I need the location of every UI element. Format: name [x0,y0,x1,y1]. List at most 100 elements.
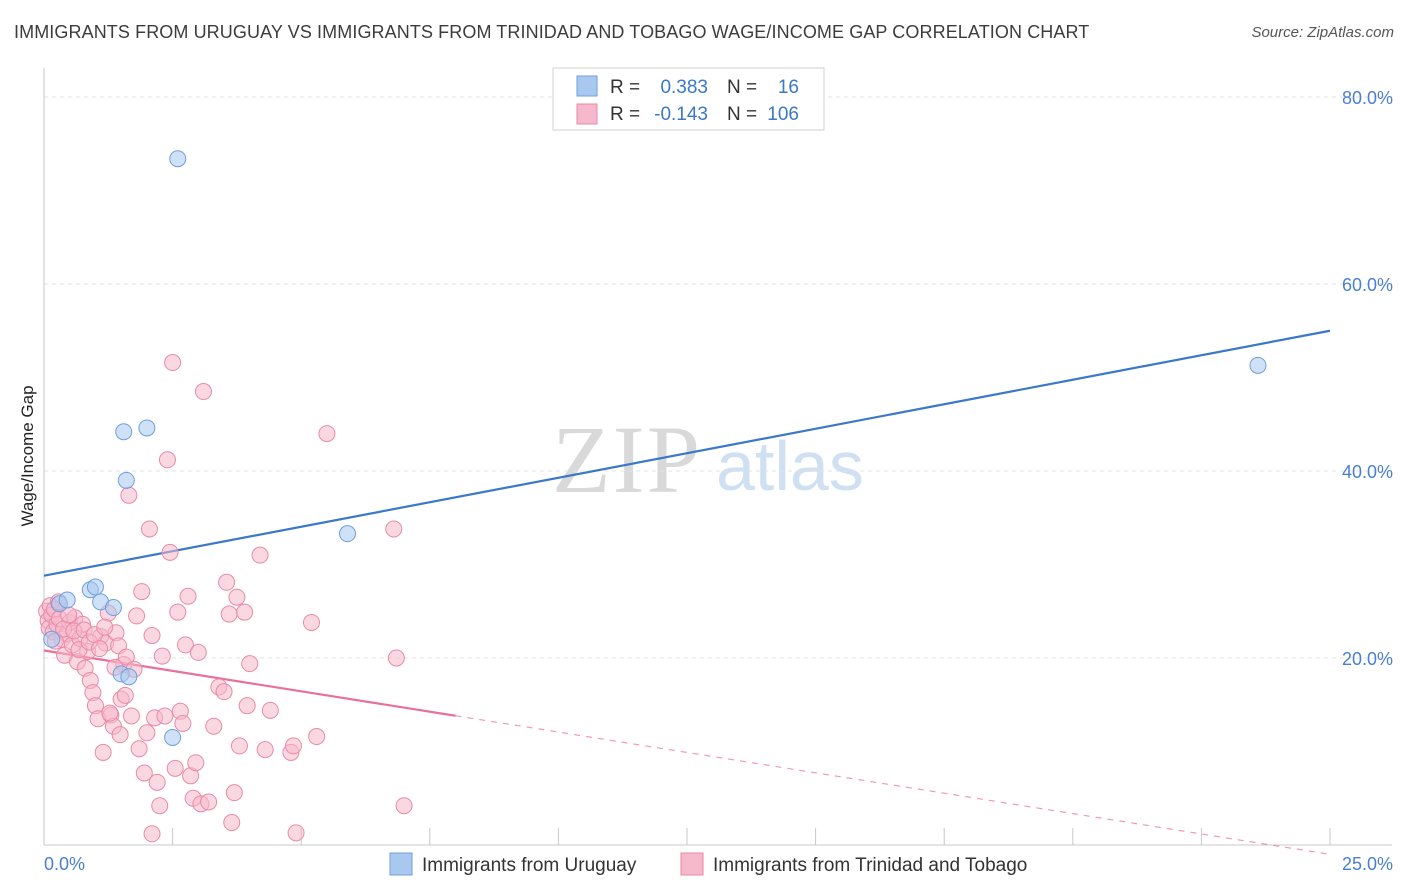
point-trinidad [218,573,236,591]
point-trinidad [153,647,171,665]
legend-label-uruguay: Immigrants from Uruguay [422,855,637,876]
stats-n-label-1: N = [727,77,757,98]
trend-line-0 [43,329,1331,577]
point-trinidad [122,707,140,725]
point-trinidad [179,587,197,605]
stats-n-label-2: N = [727,104,757,125]
point-trinidad [395,797,413,815]
data-points [38,150,1267,843]
stats-swatch-trinidad [576,103,598,125]
point-trinidad [318,425,336,443]
point-trinidad [228,588,246,606]
point-trinidad [230,737,248,755]
watermark-zip: ZIP [552,406,702,513]
point-trinidad [308,728,326,746]
point-trinidad [174,714,192,732]
point-trinidad [94,743,112,761]
point-trinidad [236,603,254,621]
legend-label-trinidad: Immigrants from Trinidad and Tobago [713,855,1027,876]
stats-swatch-uruguay [576,75,598,97]
point-trinidad [120,486,138,504]
y-tick-label: 20.0% [1342,649,1393,669]
point-trinidad [158,451,176,469]
stats-box: R = 0.383 N = 16 R = -0.143 N = 106 [552,67,825,131]
point-trinidad [220,605,238,623]
y-tick-label: 60.0% [1342,275,1393,295]
point-trinidad [135,764,153,782]
legend: Immigrants from Uruguay Immigrants from … [389,852,1027,876]
point-trinidad [96,618,114,636]
point-trinidad [385,520,403,538]
source-credit: Source: ZipAtlas.com [1251,24,1394,41]
grid [44,96,1392,659]
point-trinidad [223,814,241,832]
point-uruguay [338,525,356,543]
point-trinidad [166,759,184,777]
point-uruguay [138,419,156,437]
stats-r-value-2: -0.143 [654,104,708,125]
point-trinidad [238,697,256,715]
point-trinidad [116,686,134,704]
point-trinidad [161,543,179,561]
point-trinidad [287,824,305,842]
point-trinidad [189,643,207,661]
stats-n-value-2: 106 [767,104,799,125]
tick-labels: 20.0% 40.0% 60.0% 80.0% 0.0% 25.0% [44,88,1393,874]
x-tick-label: 0.0% [44,854,85,874]
point-uruguay [1249,356,1267,374]
point-trinidad [284,737,302,755]
point-trinidad [194,383,212,401]
point-trinidad [143,627,161,645]
point-trinidad [117,648,135,666]
point-trinidad [205,717,223,735]
point-trinidad [187,754,205,772]
point-uruguay [86,578,104,596]
point-uruguay [120,668,138,686]
x-tick-label: 25.0% [1342,854,1393,874]
point-trinidad [200,793,218,811]
point-uruguay [164,728,182,746]
point-uruguay [104,599,122,617]
y-tick-label: 40.0% [1342,462,1393,482]
watermark-atlas: atlas [716,427,864,505]
point-trinidad [111,726,129,744]
point-trinidad [138,724,156,742]
watermark: ZIP atlas [552,406,864,513]
axes [43,68,1392,846]
point-trinidad [241,655,259,673]
point-trinidad [148,773,166,791]
point-trinidad [251,546,269,564]
point-trinidad [176,636,194,654]
point-trinidad [164,354,182,372]
legend-swatch-uruguay [389,852,413,876]
point-trinidad [302,613,320,631]
point-uruguay [169,150,187,168]
point-uruguay [115,423,133,441]
point-trinidad [225,784,243,802]
point-trinidad [128,607,146,625]
chart-title: IMMIGRANTS FROM URUGUAY VS IMMIGRANTS FR… [14,22,1090,42]
trend-line-dashed-1 [455,715,1331,855]
point-trinidad [101,704,119,722]
stats-n-value-1: 16 [778,77,799,98]
point-trinidad [140,520,158,538]
stats-r-label-2: R = [610,104,640,125]
y-tick-label: 80.0% [1342,88,1393,108]
point-trinidad [156,707,174,725]
point-trinidad [169,603,187,621]
y-axis-label: Wage/Income Gap [18,385,37,526]
stats-r-label-1: R = [610,77,640,98]
point-trinidad [256,741,274,759]
point-trinidad [133,583,151,601]
point-trinidad [151,797,169,815]
point-trinidad [91,640,109,658]
point-uruguay [43,630,61,648]
point-trinidad [387,649,405,667]
point-trinidad [261,701,279,719]
point-uruguay [117,471,135,489]
stats-r-value-1: 0.383 [660,77,708,98]
point-trinidad [130,740,148,758]
point-trinidad [143,825,161,843]
point-uruguay [58,591,76,609]
legend-swatch-trinidad [680,852,704,876]
